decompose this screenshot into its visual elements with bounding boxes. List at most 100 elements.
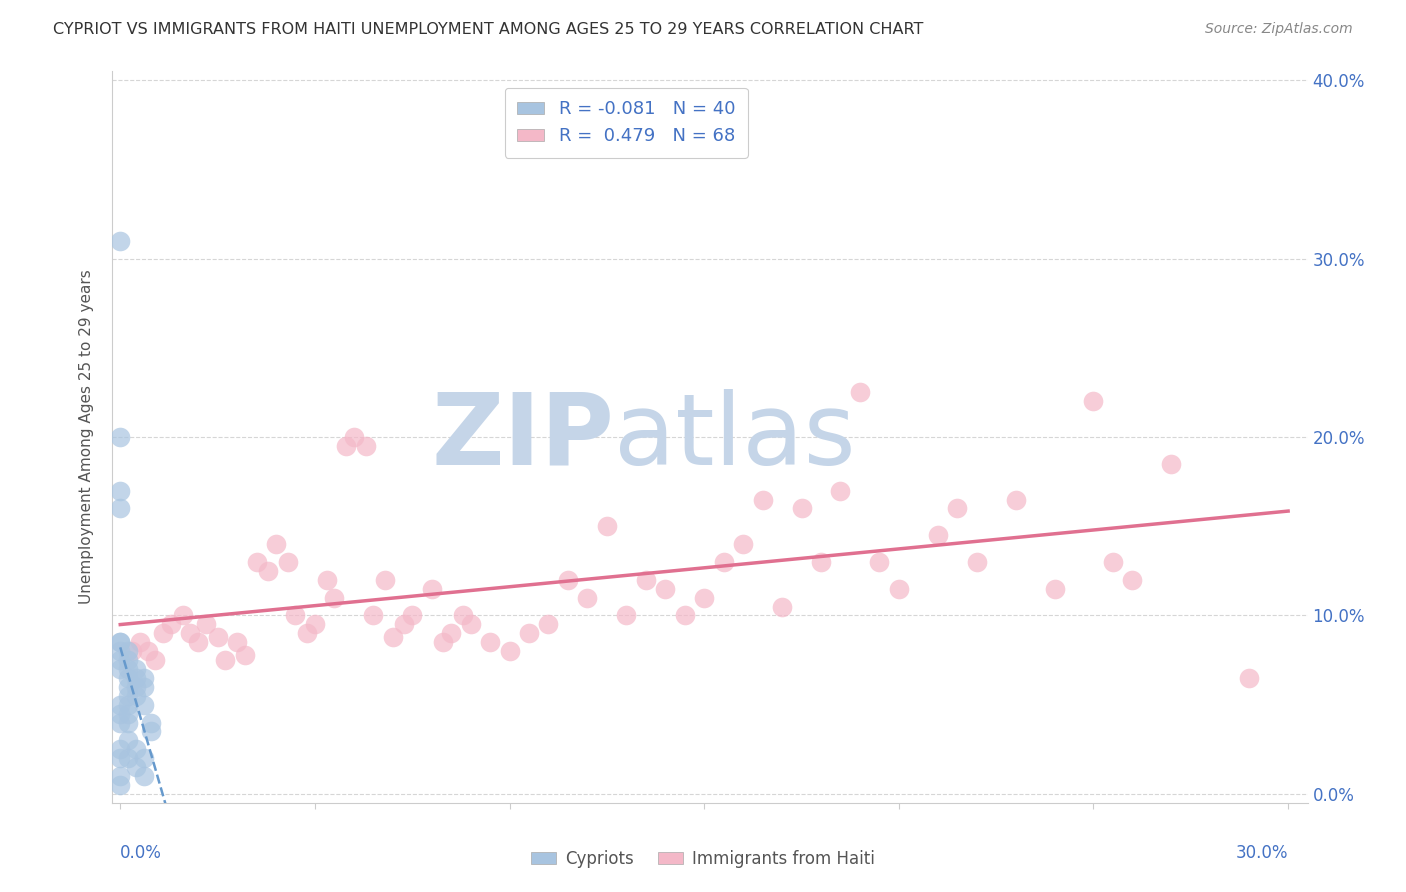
Point: [110, 778, 132, 792]
Text: CYPRIOT VS IMMIGRANTS FROM HAITI UNEMPLOYMENT AMONG AGES 25 TO 29 YEARS CORRELAT: CYPRIOT VS IMMIGRANTS FROM HAITI UNEMPLO…: [53, 22, 924, 37]
Point: [381, 630, 404, 644]
Point: [693, 591, 716, 605]
Point: [141, 715, 163, 730]
Text: Source: ZipAtlas.com: Source: ZipAtlas.com: [1205, 22, 1353, 37]
Point: [117, 689, 139, 703]
Point: [117, 653, 139, 667]
Point: [136, 644, 159, 658]
Point: [179, 626, 201, 640]
Point: [214, 653, 236, 667]
Point: [110, 715, 132, 730]
Point: [576, 591, 599, 605]
Point: [121, 644, 143, 658]
Point: [245, 555, 267, 569]
Point: [1160, 457, 1182, 471]
Point: [830, 483, 852, 498]
Point: [440, 626, 463, 640]
Point: [733, 537, 755, 551]
Point: [172, 608, 194, 623]
Point: [1102, 555, 1125, 569]
Point: [132, 751, 155, 765]
Point: [849, 385, 872, 400]
Point: [110, 430, 132, 444]
Point: [557, 573, 579, 587]
Point: [110, 635, 132, 649]
Legend: Cypriots, Immigrants from Haiti: Cypriots, Immigrants from Haiti: [524, 844, 882, 875]
Point: [614, 608, 637, 623]
Point: [125, 680, 148, 694]
Point: [1043, 582, 1066, 596]
Point: [117, 733, 139, 747]
Point: [790, 501, 813, 516]
Point: [132, 680, 155, 694]
Point: [1237, 671, 1260, 685]
Point: [713, 555, 735, 569]
Point: [143, 653, 166, 667]
Point: [117, 698, 139, 712]
Text: 30.0%: 30.0%: [1236, 844, 1288, 862]
Point: [207, 630, 229, 644]
Point: [810, 555, 832, 569]
Point: [117, 706, 139, 721]
Point: [479, 635, 502, 649]
Point: [354, 439, 377, 453]
Point: [110, 501, 132, 516]
Point: [117, 680, 139, 694]
Point: [128, 635, 150, 649]
Point: [110, 653, 132, 667]
Point: [117, 671, 139, 685]
Point: [498, 644, 520, 658]
Point: [751, 492, 773, 507]
Point: [770, 599, 793, 614]
Point: [125, 742, 148, 756]
Legend: R = -0.081   N = 40, R =  0.479   N = 68: R = -0.081 N = 40, R = 0.479 N = 68: [505, 87, 748, 158]
Point: [1121, 573, 1143, 587]
Point: [966, 555, 988, 569]
Point: [451, 608, 474, 623]
Point: [132, 769, 155, 783]
Point: [1083, 394, 1105, 409]
Point: [323, 591, 346, 605]
Point: [187, 635, 209, 649]
Y-axis label: Unemployment Among Ages 25 to 29 years: Unemployment Among Ages 25 to 29 years: [79, 269, 94, 605]
Point: [152, 626, 174, 640]
Point: [654, 582, 676, 596]
Point: [194, 617, 217, 632]
Point: [110, 751, 132, 765]
Point: [132, 671, 155, 685]
Point: [284, 608, 307, 623]
Point: [537, 617, 560, 632]
Point: [110, 234, 132, 248]
Point: [315, 573, 337, 587]
Point: [432, 635, 454, 649]
Point: [673, 608, 696, 623]
Point: [394, 617, 416, 632]
Point: [335, 439, 357, 453]
Point: [634, 573, 657, 587]
Point: [117, 662, 139, 676]
Text: ZIP: ZIP: [432, 389, 614, 485]
Point: [517, 626, 540, 640]
Point: [160, 617, 183, 632]
Point: [401, 608, 423, 623]
Point: [363, 608, 385, 623]
Point: [257, 564, 280, 578]
Point: [420, 582, 443, 596]
Point: [927, 528, 949, 542]
Point: [110, 706, 132, 721]
Point: [125, 671, 148, 685]
Point: [110, 635, 132, 649]
Point: [343, 430, 366, 444]
Point: [125, 662, 148, 676]
Point: [264, 537, 287, 551]
Point: [374, 573, 396, 587]
Point: [887, 582, 910, 596]
Point: [304, 617, 326, 632]
Point: [226, 635, 249, 649]
Point: [110, 698, 132, 712]
Point: [117, 715, 139, 730]
Point: [946, 501, 969, 516]
Text: atlas: atlas: [614, 389, 856, 485]
Text: 0.0%: 0.0%: [121, 844, 162, 862]
Point: [141, 724, 163, 739]
